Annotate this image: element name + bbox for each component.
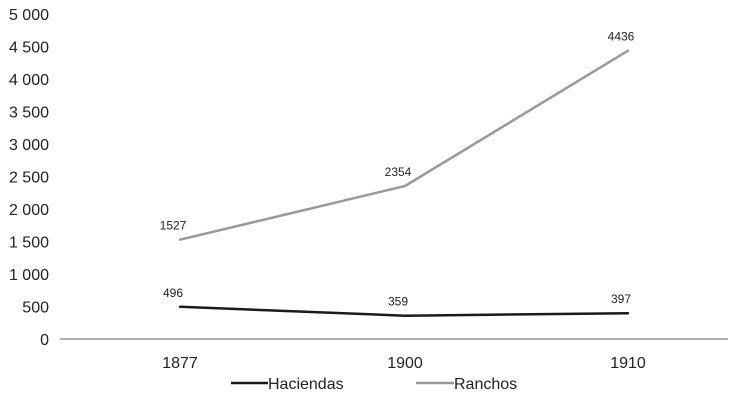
data-point-haciendas-1877: [178, 305, 182, 308]
data-label-ranchos-1900: 2354: [385, 165, 412, 179]
y-tick-label-2000: 2 000: [9, 202, 49, 219]
legend-item-ranchos: Ranchos: [416, 376, 517, 393]
data-label-ranchos-1910: 4436: [608, 30, 635, 44]
legend: Haciendas Ranchos: [231, 376, 517, 393]
x-tick-label-1877: 1877: [162, 355, 198, 372]
x-tick-label-1900: 1900: [387, 355, 423, 372]
data-label-ranchos-1877: 1527: [160, 219, 187, 233]
data-label-haciendas-1910: 397: [611, 292, 631, 306]
y-tick-label-4500: 4 500: [9, 40, 49, 57]
y-tick-label-2500: 2 500: [9, 170, 49, 187]
y-tick-label-1000: 1 000: [9, 267, 49, 284]
series-line-ranchos: [179, 49, 629, 241]
data-labels: 496 359 397 1527 2354 4436: [160, 30, 635, 309]
legend-label-ranchos: Ranchos: [454, 376, 517, 393]
x-tick-label-1910: 1910: [610, 355, 646, 372]
y-tick-label-3000: 3 000: [9, 137, 49, 154]
y-tick-label-0: 0: [40, 332, 49, 349]
data-point-ranchos-1910: [626, 49, 630, 52]
legend-label-haciendas: Haciendas: [268, 376, 344, 393]
y-tick-label-500: 500: [22, 300, 49, 317]
x-axis: 1877 1900 1910: [60, 338, 728, 372]
legend-item-haciendas: Haciendas: [231, 376, 344, 393]
y-tick-label-5000: 5 000: [9, 7, 49, 24]
data-point-haciendas-1900: [403, 314, 407, 317]
series-layer: [178, 49, 630, 317]
data-label-haciendas-1900: 359: [388, 295, 408, 309]
y-tick-label-1500: 1 500: [9, 235, 49, 252]
data-point-haciendas-1910: [626, 312, 630, 315]
data-point-ranchos-1877: [178, 238, 182, 241]
y-tick-label-4000: 4 000: [9, 72, 49, 89]
y-axis: 0 500 1 000 1 500 2 000 2 500 3 000 3 500 4 000 4…: [9, 7, 49, 349]
data-point-ranchos-1900: [403, 184, 407, 188]
y-tick-label-3500: 3 500: [9, 105, 49, 122]
data-label-haciendas-1877: 496: [163, 286, 183, 300]
